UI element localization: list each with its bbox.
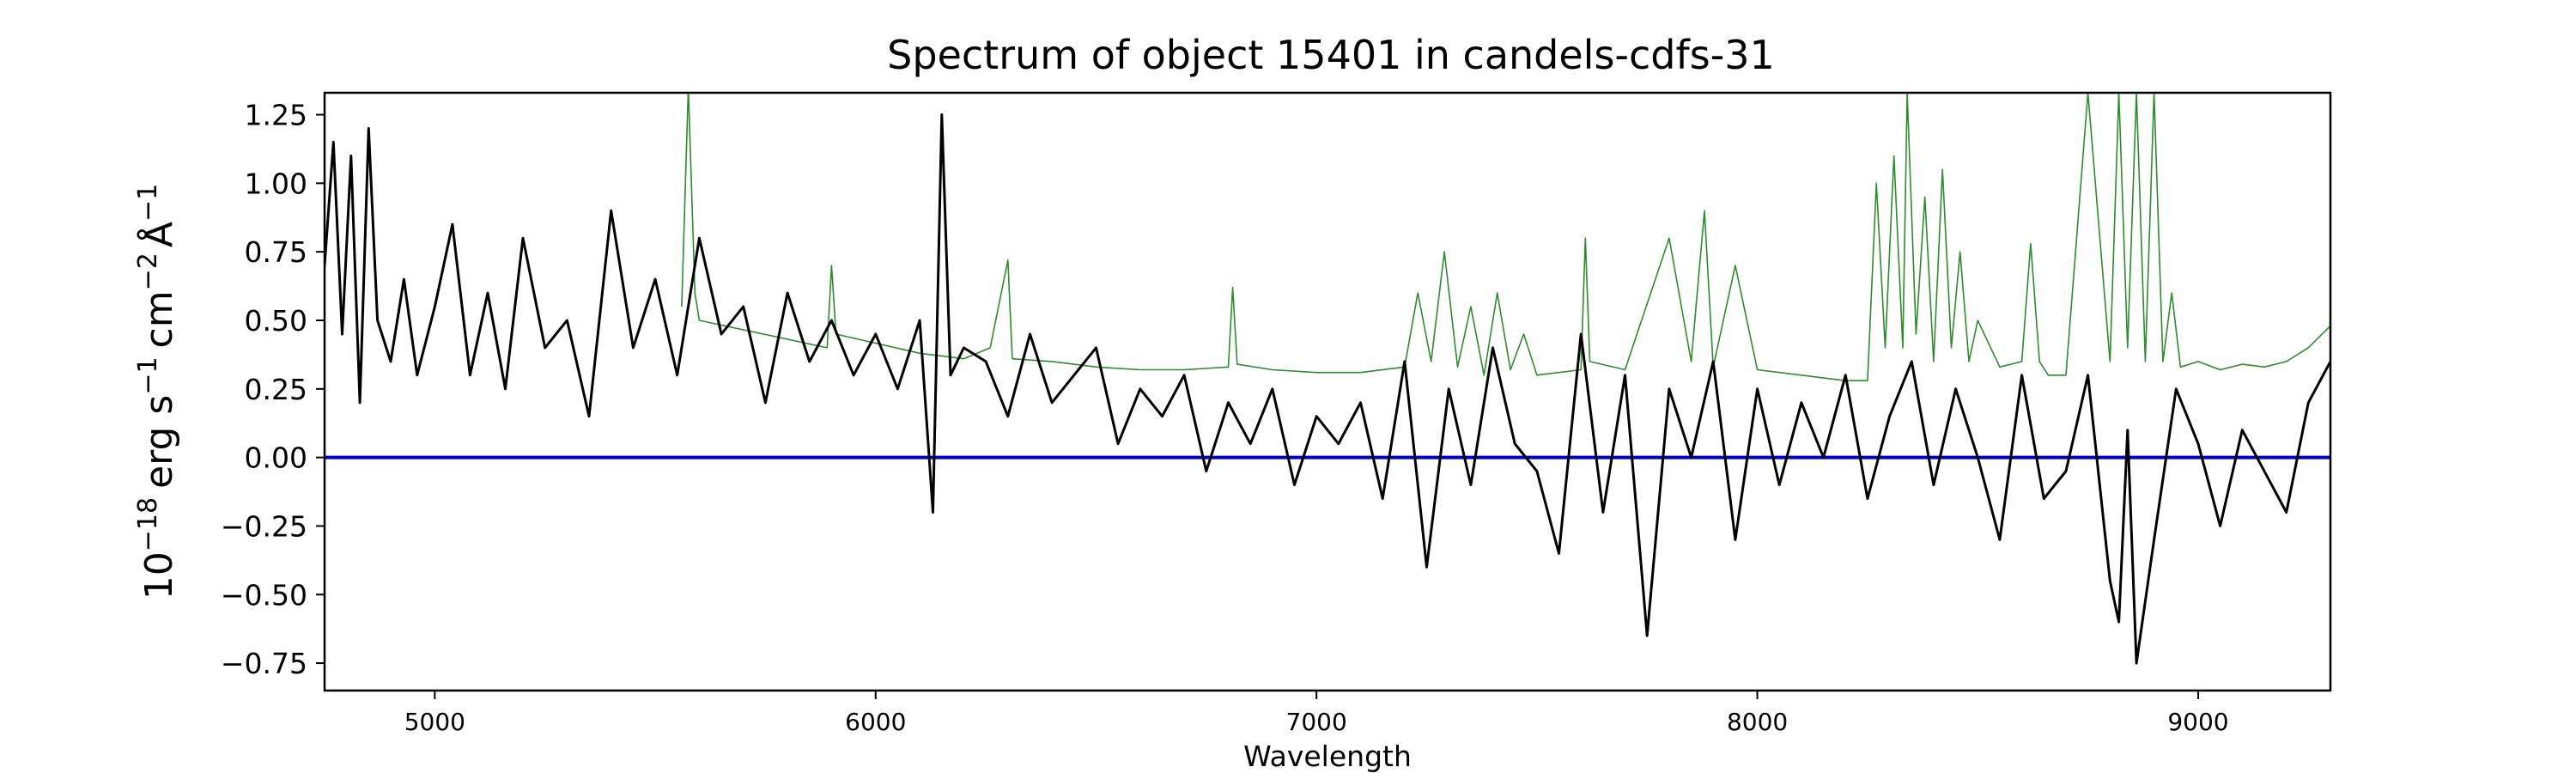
y-label-unit3: Å xyxy=(136,222,181,247)
x-tick-label: 8000 xyxy=(1727,708,1788,736)
y-tick-label: 1.00 xyxy=(245,167,307,200)
y-label-exp2: −2 xyxy=(133,253,163,290)
y-label-unit1: erg s xyxy=(137,395,181,489)
y-label-exp: −18 xyxy=(133,497,163,551)
x-axis-label: Wavelength xyxy=(1243,740,1412,773)
y-label-base: 10 xyxy=(137,551,181,600)
y-tick-label: −0.75 xyxy=(221,647,307,680)
plot-area xyxy=(323,91,2332,692)
axes-frame xyxy=(323,91,2332,692)
x-tick-label: 9000 xyxy=(2167,708,2228,736)
flux-series-line xyxy=(325,113,2330,665)
x-ticks: 5000 6000 7000 8000 9000 xyxy=(404,691,2229,736)
y-label-exp1: −1 xyxy=(133,356,163,394)
y-tick-label: 0.00 xyxy=(245,441,307,475)
x-tick-label: 6000 xyxy=(845,708,906,736)
error-series-line xyxy=(681,93,2330,382)
x-tick-label: 5000 xyxy=(404,708,465,736)
y-tick-label: 0.75 xyxy=(245,235,307,269)
chart-title: Spectrum of object 15401 in candels-cdfs… xyxy=(887,32,1775,78)
y-tick-label: −0.25 xyxy=(221,509,307,543)
y-tick-label: 1.25 xyxy=(245,99,307,132)
y-tick-label: 0.25 xyxy=(245,373,307,406)
y-tick-label: −0.50 xyxy=(221,578,307,612)
y-tick-label: 0.50 xyxy=(245,304,307,338)
y-label-exp3: −1 xyxy=(133,184,163,222)
y-axis-label: 10−18erg s−1cm−2Å−1 xyxy=(133,184,181,600)
x-tick-label: 7000 xyxy=(1286,708,1347,736)
y-ticks: −0.75 −0.50 −0.25 0.00 0.25 0.50 0.75 1.00 1.25 xyxy=(221,99,325,680)
y-label-unit2: cm xyxy=(137,290,181,348)
series-layer xyxy=(325,93,2330,665)
